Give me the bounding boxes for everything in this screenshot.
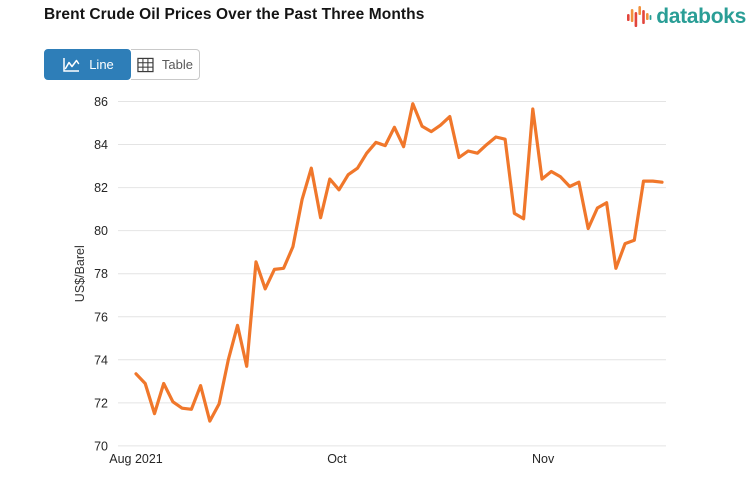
page-title: Brent Crude Oil Prices Over the Past Thr… xyxy=(44,6,425,23)
y-tick-label: 78 xyxy=(94,267,108,281)
table-view-button[interactable]: Table xyxy=(131,49,200,80)
y-tick-label: 84 xyxy=(94,138,108,152)
gridlines xyxy=(118,101,666,447)
y-tick-label: 86 xyxy=(94,95,108,109)
x-axis-ticks: Aug 2021 Oct Nov xyxy=(109,452,555,466)
y-tick-label: 76 xyxy=(94,310,108,324)
table-icon xyxy=(137,57,154,72)
line-view-label: Line xyxy=(89,57,114,72)
line-view-button[interactable]: Line xyxy=(44,49,131,80)
databoks-logo-icon xyxy=(627,6,652,27)
x-tick-label: Nov xyxy=(532,452,555,466)
y-tick-label: 70 xyxy=(94,439,108,453)
price-line-series xyxy=(134,102,664,423)
y-axis-title: US$/Barel xyxy=(73,245,87,302)
y-tick-label: 82 xyxy=(94,181,108,195)
x-tick-label: Oct xyxy=(327,452,347,466)
table-view-label: Table xyxy=(161,57,193,72)
databoks-logo-text: databoks xyxy=(656,5,746,28)
y-tick-label: 74 xyxy=(94,353,108,367)
y-tick-label: 72 xyxy=(94,396,108,410)
y-axis-ticks: 70 72 74 76 78 80 82 84 86 xyxy=(94,95,108,453)
line-chart-icon xyxy=(63,57,80,72)
databoks-logo: databoks xyxy=(627,4,746,30)
y-tick-label: 80 xyxy=(94,224,108,238)
x-tick-label: Aug 2021 xyxy=(109,452,163,466)
view-toggle: Line Table xyxy=(44,49,200,80)
